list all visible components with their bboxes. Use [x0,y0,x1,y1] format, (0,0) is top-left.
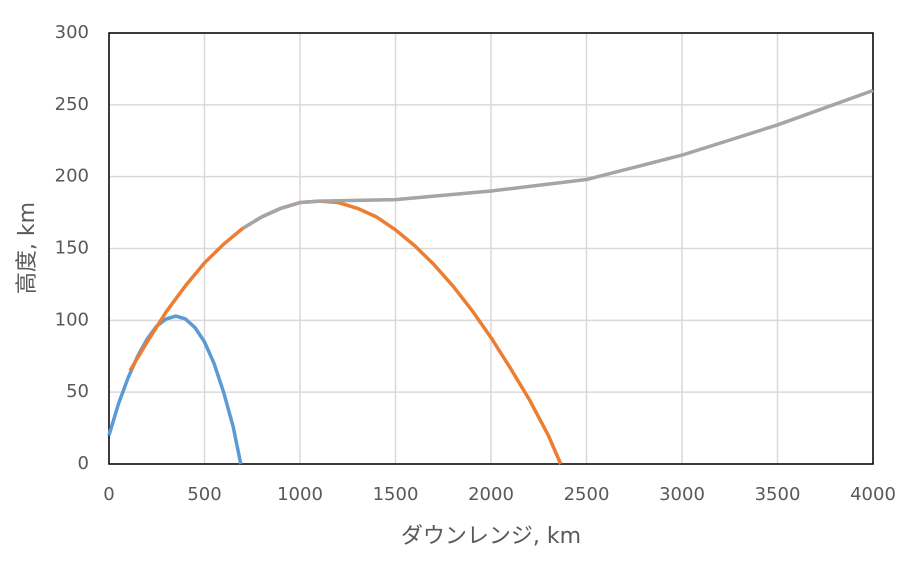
x-tick-label: 500 [187,484,221,505]
x-tick-label: 0 [103,484,114,505]
x-tick-label: 3500 [755,484,801,505]
x-tick-label: 1000 [277,484,323,505]
y-tick-label: 100 [55,309,89,330]
x-tick-label: 4000 [850,484,896,505]
data-line [241,88,874,230]
y-tick-label: 200 [55,166,89,187]
plot-frame [108,32,874,465]
x-tick-label: 1500 [373,484,419,505]
y-tick-label: 0 [78,453,89,474]
data-line [107,314,243,465]
x-tick-label: 2500 [564,484,610,505]
x-tick-label: 2000 [468,484,514,505]
x-axis-title: ダウンレンジ, km [401,524,581,549]
y-tick-label: 250 [55,94,89,115]
y-tick-label: 300 [55,22,89,43]
y-tick-label: 150 [55,238,89,259]
x-tick-label: 3000 [659,484,705,505]
y-axis-title: 高度, km [15,202,40,294]
data-line [128,199,563,465]
y-tick-label: 50 [66,381,89,402]
